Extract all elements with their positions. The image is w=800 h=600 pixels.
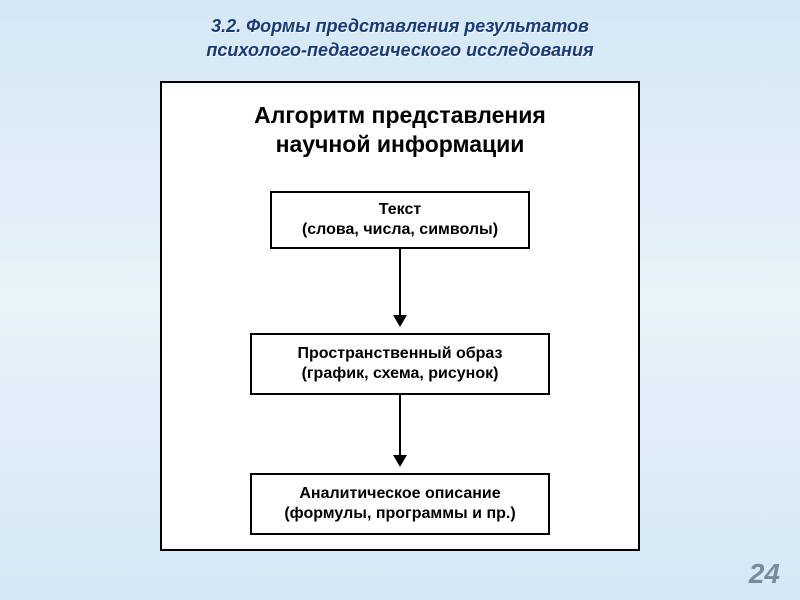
flowchart-node-analytical: Аналитическое описание (формулы, програм… (250, 473, 550, 535)
arrow-line (399, 249, 401, 317)
page-title: 3.2. Формы представления результатов пси… (0, 0, 800, 63)
diagram-title-line1: Алгоритм представления (182, 101, 618, 131)
node-label: Пространственный образ (298, 344, 503, 364)
page-title-line1: 3.2. Формы представления результатов (0, 14, 800, 38)
page-title-line2: психолого-педагогического исследования (0, 38, 800, 62)
flowchart-arrow (390, 249, 410, 327)
node-sublabel: (слова, числа, символы) (302, 220, 498, 240)
node-sublabel: (график, схема, рисунок) (302, 364, 499, 384)
node-label: Текст (379, 200, 421, 220)
diagram-title-line2: научной информации (182, 130, 618, 160)
diagram-title: Алгоритм представления научной информаци… (162, 83, 638, 171)
page-number: 24 (749, 558, 780, 590)
arrow-head-icon (393, 315, 407, 327)
arrow-line (399, 395, 401, 457)
flowchart-node-spatial: Пространственный образ (график, схема, р… (250, 333, 550, 395)
node-sublabel: (формулы, программы и пр.) (284, 504, 515, 524)
node-label: Аналитическое описание (299, 484, 500, 504)
flowchart-arrow (390, 395, 410, 467)
arrow-head-icon (393, 455, 407, 467)
flowchart-node-text: Текст (слова, числа, символы) (270, 191, 530, 249)
diagram-container: Алгоритм представления научной информаци… (160, 81, 640, 551)
